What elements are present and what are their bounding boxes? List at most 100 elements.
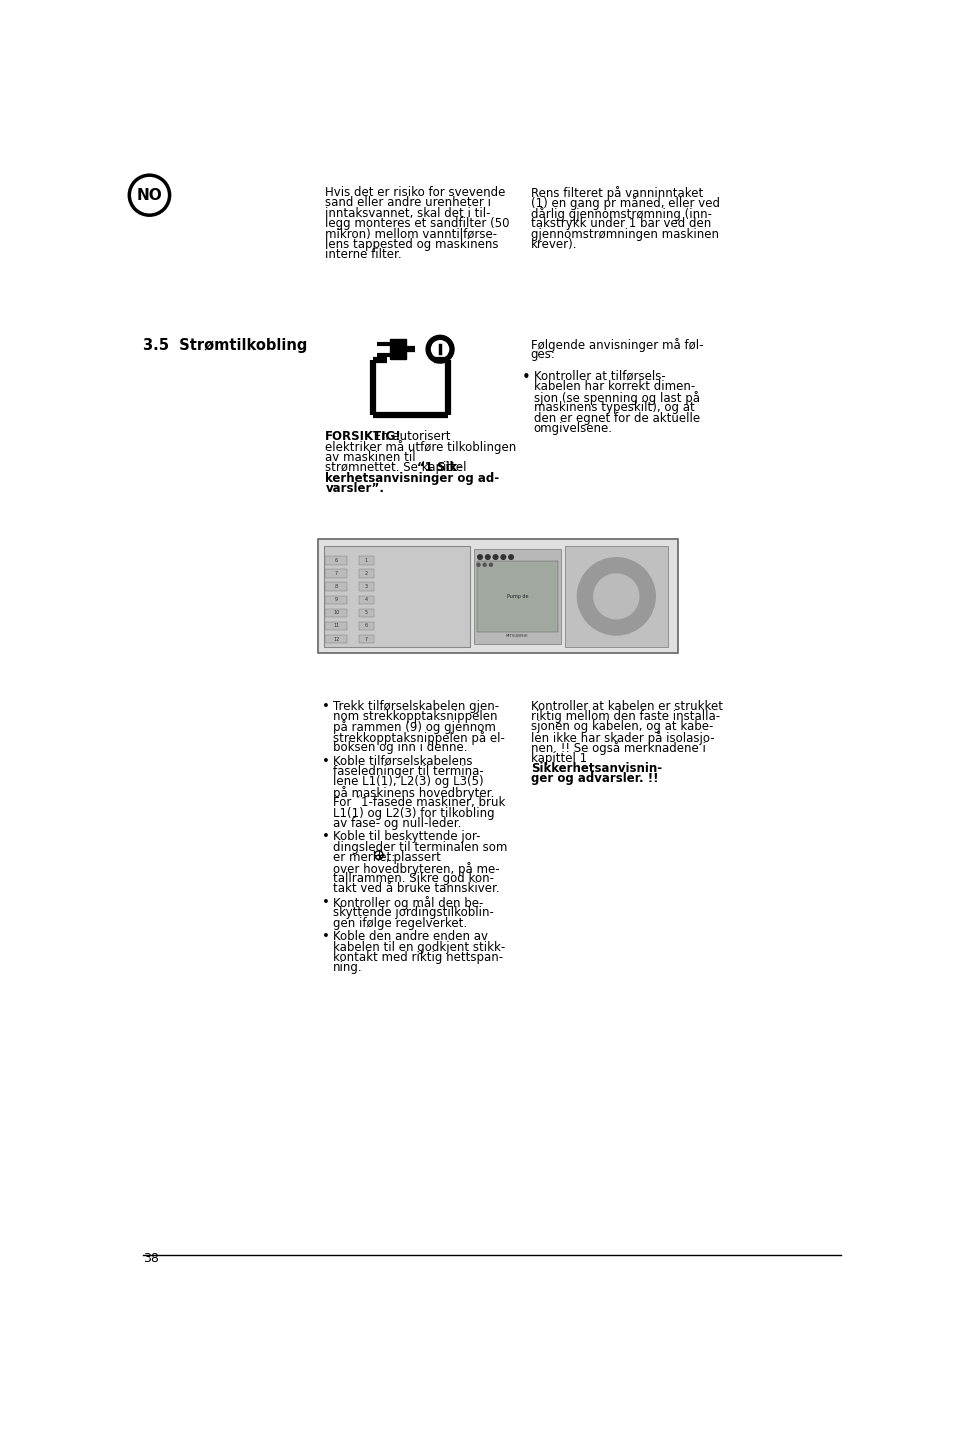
Text: strømnettet. Se kapittel: strømnettet. Se kapittel bbox=[325, 462, 470, 475]
Text: 6: 6 bbox=[365, 624, 368, 628]
Text: omgivelsene.: omgivelsene. bbox=[534, 422, 612, 435]
Bar bbox=[359, 622, 374, 630]
Text: over hovedbryteren, på me-: over hovedbryteren, på me- bbox=[333, 862, 500, 876]
Text: 10: 10 bbox=[333, 611, 339, 615]
Bar bbox=[359, 582, 374, 591]
Text: NO: NO bbox=[136, 188, 162, 202]
Text: mikron) mellom vanntilførse-: mikron) mellom vanntilførse- bbox=[325, 228, 497, 241]
Text: inntaksvannet, skal det i til-: inntaksvannet, skal det i til- bbox=[325, 206, 491, 219]
Text: •: • bbox=[323, 700, 330, 713]
Text: FORSIKTIG!: FORSIKTIG! bbox=[325, 430, 402, 443]
Text: ges:: ges: bbox=[531, 348, 556, 361]
Text: gen ifølge regelverket.: gen ifølge regelverket. bbox=[333, 916, 468, 929]
Circle shape bbox=[493, 555, 498, 559]
Text: strekkopptaksnippelen på el-: strekkopptaksnippelen på el- bbox=[333, 731, 505, 744]
Text: dingsleder til terminalen som: dingsleder til terminalen som bbox=[333, 840, 508, 853]
Circle shape bbox=[483, 564, 487, 566]
Text: (1) en gang pr måned, eller ved: (1) en gang pr måned, eller ved bbox=[531, 196, 720, 211]
Bar bbox=[359, 608, 374, 617]
Bar bbox=[359, 569, 374, 578]
Text: L1(1) og L2(3) for tilkobling: L1(1) og L2(3) for tilkobling bbox=[333, 806, 494, 820]
Text: 2: 2 bbox=[365, 571, 368, 576]
Text: dårlig gjennomstrømning (inn-: dårlig gjennomstrømning (inn- bbox=[531, 206, 711, 221]
Text: 6: 6 bbox=[335, 558, 338, 564]
Text: gjennomstrømningen maskinen: gjennomstrømningen maskinen bbox=[531, 228, 719, 241]
Text: interne filter.: interne filter. bbox=[325, 248, 402, 261]
Text: lene L1(1), L2(3) og L3(5): lene L1(1), L2(3) og L3(5) bbox=[333, 776, 484, 789]
Bar bbox=[325, 569, 348, 578]
Text: riktig mellom den faste installa-: riktig mellom den faste installa- bbox=[531, 710, 720, 723]
Text: •: • bbox=[521, 370, 530, 384]
Circle shape bbox=[432, 341, 448, 357]
Text: 11: 11 bbox=[333, 624, 339, 628]
Text: ning.: ning. bbox=[333, 961, 363, 974]
Circle shape bbox=[578, 558, 655, 635]
Text: sand eller andre urenheter i: sand eller andre urenheter i bbox=[325, 196, 492, 209]
Text: lens tappested og maskinens: lens tappested og maskinens bbox=[325, 238, 499, 251]
Text: krever).: krever). bbox=[531, 238, 577, 251]
Text: , plassert: , plassert bbox=[386, 852, 441, 865]
Text: av maskinen til: av maskinen til bbox=[325, 450, 416, 463]
Bar bbox=[325, 635, 348, 644]
Circle shape bbox=[486, 555, 491, 559]
Text: faseledninger til termina-: faseledninger til termina- bbox=[333, 764, 484, 779]
Text: sjon (se spenning og last på: sjon (se spenning og last på bbox=[534, 390, 700, 404]
Text: på rammen (9) og gjennom: på rammen (9) og gjennom bbox=[333, 720, 496, 734]
Text: Pump de: Pump de bbox=[507, 594, 528, 599]
Text: 8: 8 bbox=[335, 584, 338, 589]
Text: 7: 7 bbox=[365, 637, 368, 641]
Text: kabelen til en godkjent stikk-: kabelen til en godkjent stikk- bbox=[333, 941, 505, 954]
Bar bbox=[477, 561, 558, 632]
Text: 3: 3 bbox=[365, 584, 368, 589]
Text: 5: 5 bbox=[365, 611, 368, 615]
Circle shape bbox=[478, 555, 482, 559]
Text: Kontroller at tilførsels-: Kontroller at tilførsels- bbox=[534, 370, 665, 383]
Bar bbox=[324, 545, 470, 647]
Text: •: • bbox=[323, 830, 330, 843]
Text: av fase- og null-leder.: av fase- og null-leder. bbox=[333, 817, 462, 830]
Text: Koble tilførselskabelens: Koble tilførselskabelens bbox=[333, 754, 472, 767]
Text: len ikke har skader på isolasjo-: len ikke har skader på isolasjo- bbox=[531, 731, 714, 744]
Bar bbox=[325, 582, 348, 591]
Text: tallrammen. Sikre god kon-: tallrammen. Sikre god kon- bbox=[333, 872, 494, 885]
Circle shape bbox=[490, 564, 492, 566]
Text: MITSUBISHI: MITSUBISHI bbox=[506, 634, 529, 638]
Text: legg monteres et sandfilter (50: legg monteres et sandfilter (50 bbox=[325, 217, 510, 229]
Text: Sikkerhetsanvisnin-: Sikkerhetsanvisnin- bbox=[531, 761, 661, 774]
Bar bbox=[325, 595, 348, 604]
Bar bbox=[359, 635, 374, 644]
Text: er merket:: er merket: bbox=[333, 852, 399, 865]
Text: Koble den andre enden av: Koble den andre enden av bbox=[333, 931, 488, 944]
Text: varsler”.: varsler”. bbox=[325, 482, 384, 495]
Text: takt ved å bruke tannskiver.: takt ved å bruke tannskiver. bbox=[333, 882, 500, 895]
Text: kabelen har korrekt dimen-: kabelen har korrekt dimen- bbox=[534, 380, 695, 393]
Bar bbox=[474, 549, 561, 644]
Text: Trekk tilførselskabelen gjen-: Trekk tilførselskabelen gjen- bbox=[333, 700, 499, 713]
Text: kontakt med riktig nettspan-: kontakt med riktig nettspan- bbox=[333, 951, 503, 964]
Text: 3.5  Strømtilkobling: 3.5 Strømtilkobling bbox=[143, 337, 307, 353]
Text: elektriker må utføre tilkoblingen: elektriker må utføre tilkoblingen bbox=[325, 440, 516, 455]
Bar bbox=[325, 608, 348, 617]
Text: En autorisert: En autorisert bbox=[370, 430, 450, 443]
Text: “1 Sik-: “1 Sik- bbox=[417, 462, 462, 475]
Circle shape bbox=[509, 555, 514, 559]
Text: boksen og inn i denne.: boksen og inn i denne. bbox=[333, 741, 468, 754]
Bar bbox=[359, 595, 374, 604]
Text: 7: 7 bbox=[335, 571, 338, 576]
Text: 4: 4 bbox=[365, 598, 368, 602]
Text: Rens filteret på vanninntaket: Rens filteret på vanninntaket bbox=[531, 186, 703, 199]
Circle shape bbox=[594, 574, 638, 618]
Text: sjonen og kabelen, og at kabe-: sjonen og kabelen, og at kabe- bbox=[531, 720, 713, 733]
Text: •: • bbox=[323, 931, 330, 944]
Bar bbox=[325, 622, 348, 630]
Circle shape bbox=[501, 555, 506, 559]
Text: takstrykk under 1 bar ved den: takstrykk under 1 bar ved den bbox=[531, 217, 711, 229]
Text: ger og advarsler. !!: ger og advarsler. !! bbox=[531, 773, 659, 786]
Text: 38: 38 bbox=[143, 1252, 159, 1265]
Text: 1: 1 bbox=[365, 558, 368, 564]
Text: Kontroller og mål den be-: Kontroller og mål den be- bbox=[333, 896, 484, 909]
Circle shape bbox=[426, 336, 454, 363]
Text: maskinens typeskilt), og at: maskinens typeskilt), og at bbox=[534, 402, 695, 414]
Text: •: • bbox=[323, 754, 330, 767]
Text: den er egnet for de aktuelle: den er egnet for de aktuelle bbox=[534, 412, 700, 424]
